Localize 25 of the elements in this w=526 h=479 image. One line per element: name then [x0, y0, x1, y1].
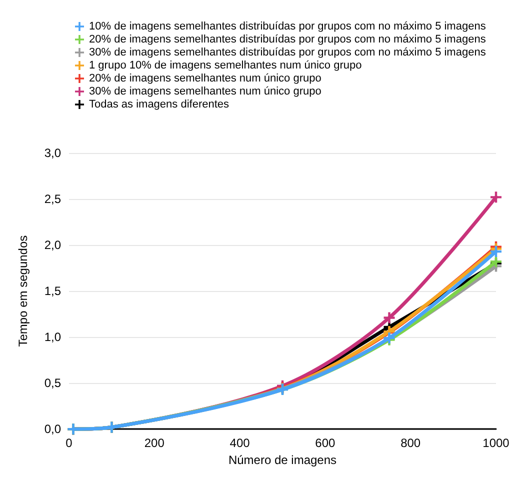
- y-tick-label: 1,0: [44, 330, 62, 344]
- point: [384, 312, 395, 324]
- x-tick-label: 600: [315, 436, 336, 450]
- y-tick-label: 0,5: [44, 376, 62, 390]
- y-tick-label: 2,5: [44, 192, 62, 206]
- x-tick-label: 1000: [482, 436, 510, 450]
- y-axis-title: Tempo em segundos: [16, 235, 30, 347]
- x-tick-label: 0: [66, 436, 73, 450]
- legend-label: 1 grupo 10% de imagens semelhantes num único grupo: [89, 60, 362, 72]
- legend-label: 20% de imagens semelhantes num único grupo: [89, 72, 322, 84]
- legend-label: 30% de imagens semelhantes distribuídas por grupos com no máximo 5 imagens: [89, 46, 486, 58]
- x-tick-label: 800: [400, 436, 421, 450]
- point: [490, 192, 502, 203]
- x-tick-label: 400: [230, 436, 250, 450]
- y-tick-label: 0,0: [44, 422, 62, 436]
- y-tick-label: 2,0: [44, 238, 62, 252]
- x-axis-title: Número de imagens: [228, 453, 337, 467]
- legend-label: 20% de imagens semelhantes distribuídas por grupos com no máximo 5 imagens: [89, 34, 486, 46]
- point: [490, 246, 502, 257]
- y-tick-label: 1,5: [44, 284, 62, 298]
- legend-label: Todas as imagens diferentes: [89, 98, 230, 110]
- legend-label: 10% de imagens semelhantes distribuídas por grupos com no máximo 5 imagens: [89, 20, 486, 32]
- y-tick-label: 3,0: [44, 146, 62, 160]
- legend-label: 30% de imagens semelhantes num único grupo: [89, 86, 322, 98]
- x-tick-label: 200: [144, 436, 165, 450]
